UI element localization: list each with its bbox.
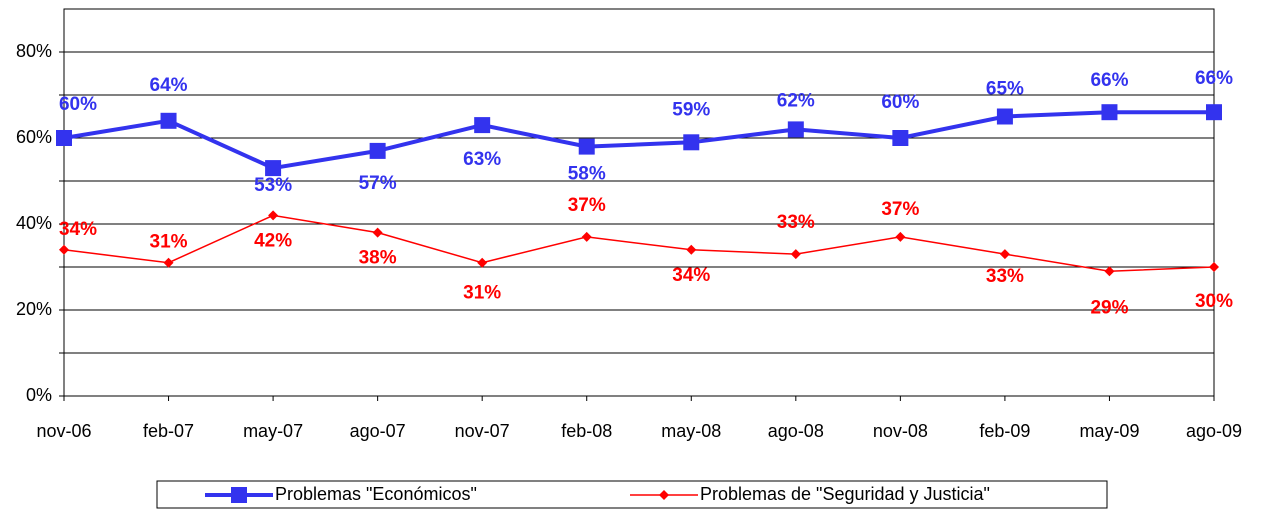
value-label: 62%: [777, 90, 815, 111]
y-tick-label: 80%: [16, 41, 52, 61]
value-label: 58%: [568, 164, 606, 185]
value-label: 38%: [359, 248, 397, 269]
value-label: 33%: [986, 266, 1024, 287]
value-label: 37%: [881, 199, 919, 220]
y-tick-label: 0%: [26, 385, 52, 405]
x-tick-label: feb-07: [143, 421, 194, 441]
series-line: [63, 214, 1215, 273]
x-tick-label: nov-06: [36, 421, 91, 441]
value-label: 31%: [150, 232, 188, 253]
point: [895, 231, 906, 242]
value-label: 65%: [986, 79, 1024, 100]
point: [686, 244, 697, 255]
value-label: 60%: [881, 92, 919, 113]
point: [1209, 262, 1219, 272]
x-tick-label: feb-08: [561, 421, 612, 441]
legend-marker: [659, 490, 669, 500]
point: [474, 117, 491, 134]
x-tick-label: may-07: [243, 421, 303, 441]
point: [1206, 104, 1222, 121]
point: [787, 121, 804, 138]
legend: Problemas "Económicos" Problemas de "Segu…: [156, 480, 1108, 509]
x-tick-label: ago-07: [350, 421, 406, 441]
point: [163, 257, 174, 268]
legend-label: Problemas de "Seguridad y Justicia": [700, 484, 990, 504]
x-tick-label: nov-08: [873, 421, 928, 441]
value-label: 66%: [1195, 68, 1233, 89]
y-tick-label: 40%: [16, 213, 52, 233]
point: [1101, 104, 1118, 121]
x-tick-label: may-08: [661, 421, 721, 441]
value-label: 59%: [672, 99, 710, 120]
point: [372, 227, 383, 238]
point: [892, 130, 909, 146]
value-label: 64%: [150, 75, 188, 96]
value-label: 53%: [254, 175, 292, 196]
point: [160, 112, 177, 129]
point: [477, 257, 488, 268]
value-label: 57%: [359, 173, 397, 194]
y-tick-label: 60%: [16, 127, 52, 147]
y-tick-label: 20%: [16, 299, 52, 319]
value-label: 60%: [59, 94, 97, 115]
point: [578, 138, 595, 155]
point: [999, 249, 1010, 260]
point: [790, 249, 801, 260]
value-label: 63%: [463, 149, 501, 170]
legend-marker: [231, 487, 247, 503]
value-label: 42%: [254, 230, 292, 251]
point: [1104, 266, 1115, 277]
x-tick-label: nov-07: [455, 421, 510, 441]
plot-border: [63, 8, 1215, 397]
x-tick-label: ago-08: [768, 421, 824, 441]
series-line: [63, 110, 1214, 171]
value-label: 34%: [672, 265, 710, 286]
x-tick-label: ago-09: [1186, 421, 1242, 441]
value-label: 31%: [463, 283, 501, 304]
point: [265, 160, 282, 177]
x-tick-label: feb-09: [979, 421, 1030, 441]
value-label: 66%: [1090, 70, 1128, 91]
point: [369, 142, 386, 159]
point: [996, 108, 1013, 125]
value-label: 33%: [777, 212, 815, 233]
value-label: 30%: [1195, 291, 1233, 312]
point: [581, 231, 592, 242]
point: [59, 244, 69, 255]
value-label: 29%: [1090, 297, 1128, 318]
x-tick-label: may-09: [1079, 421, 1139, 441]
legend-label: Problemas "Económicos": [275, 484, 477, 504]
value-label: 37%: [568, 195, 606, 216]
point: [268, 210, 279, 221]
point: [683, 134, 700, 151]
point: [56, 130, 72, 146]
value-label: 34%: [59, 219, 97, 240]
